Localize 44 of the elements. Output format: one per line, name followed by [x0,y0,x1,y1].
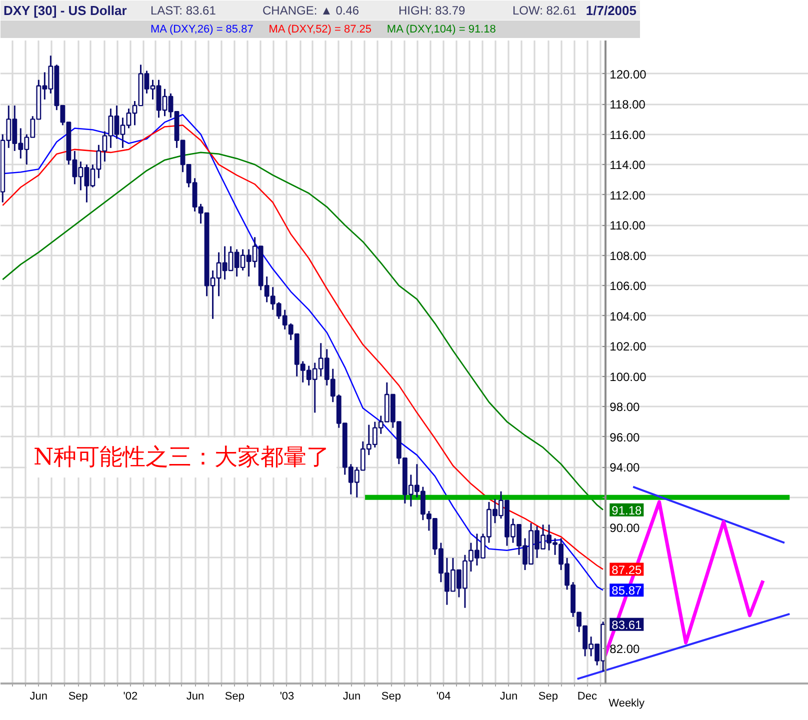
x-tick-label: Sep [224,690,244,702]
text: MA (DXY,104) = 91.18 [386,24,496,36]
text: 83.61 [612,618,642,632]
y-tick-label: 94.00 [610,460,640,475]
text: MA (DXY,26) = 85.87 [150,24,254,36]
text: 1/7/2005 [586,3,637,18]
y-tick-label: 100.00 [610,370,647,384]
y-tick-label: 106.00 [610,279,647,294]
y-tick-label: 116.00 [610,128,646,142]
y-tick-label: 102.00 [610,340,647,354]
x-tick-label: Jun [500,690,518,702]
y-tick-label: 96.00 [610,430,640,444]
x-tick-label: '03 [280,690,294,702]
y-tick-label: 110.00 [610,218,646,233]
data-label: 85.87 [612,584,642,598]
text: MA (DXY,52) = 87.25 [268,24,372,36]
x-tick-label: Jun [342,690,361,702]
y-tick-label: 98.00 [610,400,640,414]
text: Weekly [608,698,646,710]
text: CHANGE: ▲ 0.46 [262,4,360,18]
y-tick-label: 120.00 [610,67,647,82]
y-tick-label: 90.00 [610,521,640,536]
y-tick-label: 82.00 [610,642,640,656]
text: LAST: 83.61 [150,4,216,18]
data-label: 91.18 [612,503,642,518]
y-tick-label: 104.00 [610,309,647,324]
x-tick-label: Dec [577,690,598,702]
text: LOW: 82.61 [512,4,577,18]
annotation: N种可能性之三：大家都暈了 [34,444,330,470]
x-tick-label: Sep [68,690,88,702]
x-tick-label: '04 [436,690,451,702]
y-tick-label: 112.00 [610,188,646,202]
x-tick-label: Sep [538,690,558,702]
y-tick-label: 108.00 [610,248,647,263]
x-tick-label: Jun [30,690,48,702]
x-tick-label: Jun [186,690,204,702]
chart-title: DXY [30] - US Dollar [4,3,127,18]
data-label: 87.25 [612,562,642,577]
line-series [2,152,604,511]
x-tick-label: Sep [381,690,401,702]
y-tick-label: 118.00 [610,98,646,112]
text: HIGH: 83.79 [398,4,466,18]
y-tick-label: 114.00 [610,158,646,172]
x-tick-label: '02 [123,690,138,702]
